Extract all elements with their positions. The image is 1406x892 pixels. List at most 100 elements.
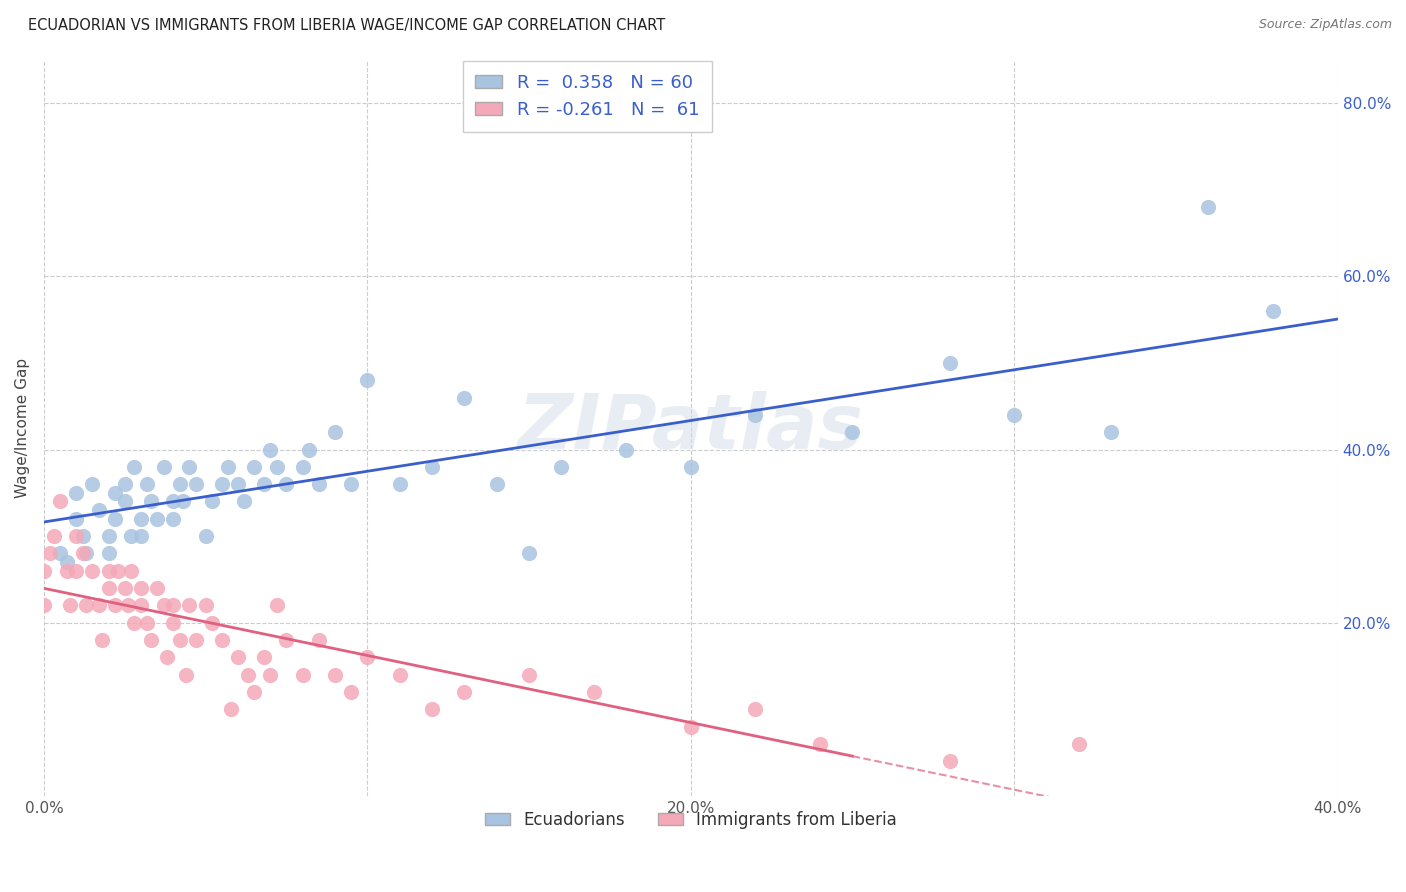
Point — [87, 503, 110, 517]
Point — [82, 477, 104, 491]
Point — [114, 581, 136, 595]
Point — [55, 555, 77, 569]
Point — [259, 667, 281, 681]
Point — [174, 667, 197, 681]
Point — [97, 564, 120, 578]
Point — [91, 633, 114, 648]
Point — [104, 599, 127, 613]
Point — [49, 494, 72, 508]
Point — [388, 477, 411, 491]
Point — [1099, 425, 1122, 440]
Point — [744, 408, 766, 422]
Point — [114, 494, 136, 508]
Point — [938, 356, 960, 370]
Point — [266, 599, 288, 613]
Point — [104, 512, 127, 526]
Point — [194, 529, 217, 543]
Point — [87, 599, 110, 613]
Point — [107, 564, 129, 578]
Point — [59, 599, 82, 613]
Point — [139, 494, 162, 508]
Point — [104, 485, 127, 500]
Point — [217, 459, 239, 474]
Point — [211, 633, 233, 648]
Point — [243, 459, 266, 474]
Point — [201, 494, 224, 508]
Point — [420, 702, 443, 716]
Point — [65, 485, 87, 500]
Point — [201, 615, 224, 630]
Point — [356, 373, 378, 387]
Point — [75, 599, 97, 613]
Point — [1002, 408, 1025, 422]
Point — [340, 685, 363, 699]
Point — [146, 581, 169, 595]
Point — [179, 599, 201, 613]
Point — [129, 599, 152, 613]
Point — [323, 425, 346, 440]
Text: ECUADORIAN VS IMMIGRANTS FROM LIBERIA WAGE/INCOME GAP CORRELATION CHART: ECUADORIAN VS IMMIGRANTS FROM LIBERIA WA… — [28, 18, 665, 33]
Point — [136, 615, 159, 630]
Point — [65, 529, 87, 543]
Point — [517, 667, 540, 681]
Point — [114, 477, 136, 491]
Text: ZIPatlas: ZIPatlas — [517, 391, 863, 465]
Legend: Ecuadorians, Immigrants from Liberia: Ecuadorians, Immigrants from Liberia — [478, 805, 904, 836]
Point — [211, 477, 233, 491]
Point — [172, 494, 194, 508]
Point — [550, 459, 572, 474]
Point — [129, 529, 152, 543]
Point — [1261, 304, 1284, 318]
Point — [32, 564, 55, 578]
Point — [485, 477, 508, 491]
Point — [453, 391, 475, 405]
Point — [236, 667, 259, 681]
Point — [356, 650, 378, 665]
Point — [72, 529, 94, 543]
Point — [744, 702, 766, 716]
Point — [184, 477, 207, 491]
Point — [169, 477, 191, 491]
Point — [298, 442, 321, 457]
Point — [162, 599, 184, 613]
Point — [120, 564, 142, 578]
Point — [75, 546, 97, 560]
Point — [162, 512, 184, 526]
Point — [124, 459, 146, 474]
Point — [259, 442, 281, 457]
Point — [679, 720, 702, 734]
Point — [184, 633, 207, 648]
Point — [97, 581, 120, 595]
Point — [308, 633, 330, 648]
Point — [129, 512, 152, 526]
Point — [162, 494, 184, 508]
Point — [226, 650, 249, 665]
Point — [179, 459, 201, 474]
Point — [55, 564, 77, 578]
Point — [291, 459, 314, 474]
Point — [226, 477, 249, 491]
Point — [253, 477, 276, 491]
Point — [233, 494, 256, 508]
Point — [266, 459, 288, 474]
Y-axis label: Wage/Income Gap: Wage/Income Gap — [15, 358, 30, 498]
Point — [323, 667, 346, 681]
Point — [291, 667, 314, 681]
Point — [808, 737, 831, 751]
Point — [340, 477, 363, 491]
Point — [194, 599, 217, 613]
Point — [1067, 737, 1090, 751]
Point — [614, 442, 637, 457]
Point — [39, 546, 62, 560]
Point — [162, 615, 184, 630]
Point — [152, 599, 174, 613]
Point — [938, 755, 960, 769]
Point — [1197, 200, 1219, 214]
Point — [276, 477, 298, 491]
Point — [136, 477, 159, 491]
Point — [582, 685, 605, 699]
Point — [243, 685, 266, 699]
Point — [65, 512, 87, 526]
Point — [221, 702, 243, 716]
Point — [120, 529, 142, 543]
